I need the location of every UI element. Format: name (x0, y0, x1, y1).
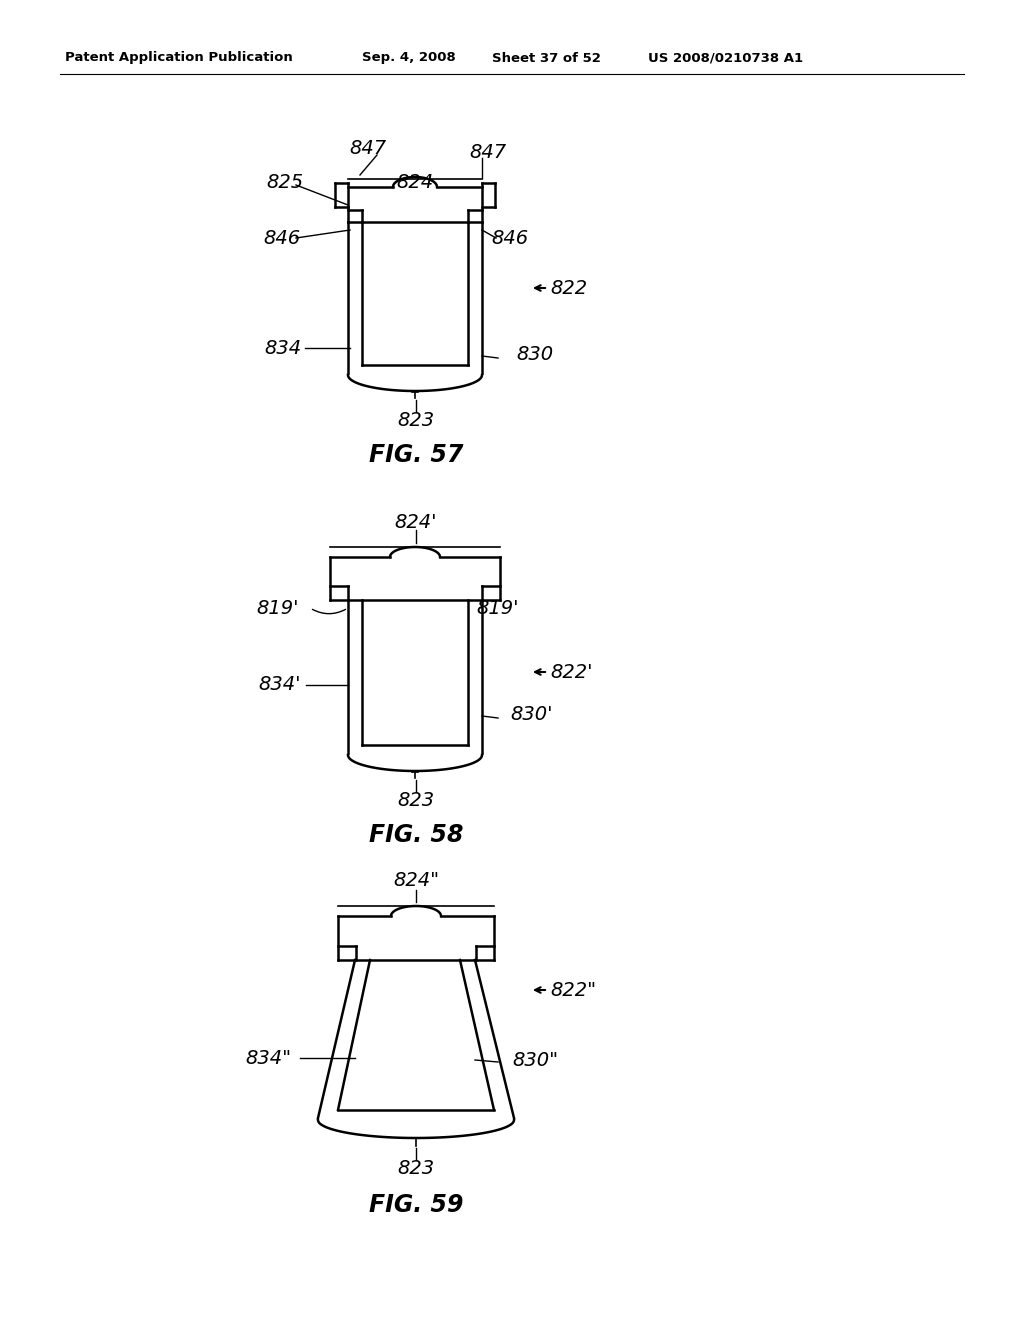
Text: FIG. 59: FIG. 59 (369, 1193, 463, 1217)
Text: Patent Application Publication: Patent Application Publication (65, 51, 293, 65)
Text: FIG. 57: FIG. 57 (369, 444, 463, 467)
Text: 834": 834" (245, 1048, 291, 1068)
Text: 846: 846 (492, 228, 528, 248)
Text: 822: 822 (550, 279, 587, 297)
Text: 819': 819' (477, 598, 519, 618)
Text: 847: 847 (349, 139, 387, 157)
Text: Sep. 4, 2008: Sep. 4, 2008 (362, 51, 456, 65)
Text: 822": 822" (550, 981, 596, 999)
Text: 830": 830" (512, 1051, 558, 1069)
Text: 834': 834' (259, 676, 301, 694)
Text: US 2008/0210738 A1: US 2008/0210738 A1 (648, 51, 803, 65)
Text: 825: 825 (266, 173, 303, 191)
Text: 830: 830 (516, 346, 553, 364)
Text: 823: 823 (397, 1159, 434, 1177)
Text: 824': 824' (394, 512, 437, 532)
Text: 846: 846 (263, 228, 301, 248)
Text: 824: 824 (396, 173, 433, 193)
Text: 819': 819' (257, 598, 299, 618)
Text: Sheet 37 of 52: Sheet 37 of 52 (492, 51, 601, 65)
Text: 824": 824" (393, 870, 439, 890)
Text: 823: 823 (397, 791, 434, 809)
Text: 830': 830' (510, 705, 553, 725)
Text: 847: 847 (469, 143, 507, 161)
Text: 823: 823 (397, 411, 434, 429)
Text: 834: 834 (264, 338, 301, 358)
Text: FIG. 58: FIG. 58 (369, 822, 463, 847)
Text: 822': 822' (550, 663, 593, 681)
